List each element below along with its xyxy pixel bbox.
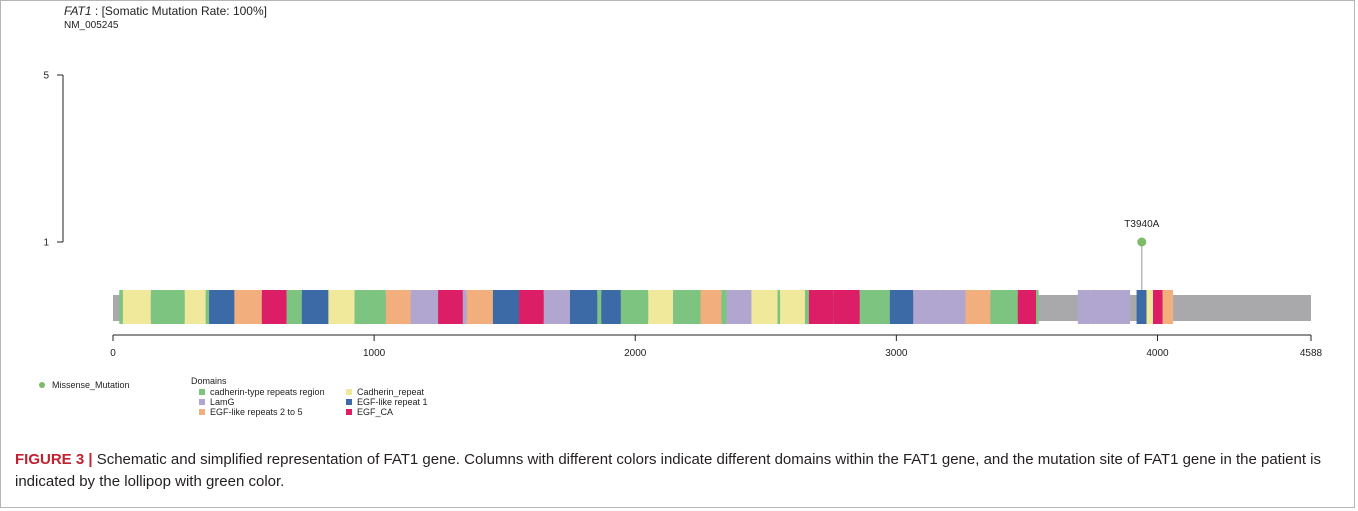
domain-segment: [620, 290, 649, 324]
domain-segment: [700, 290, 722, 324]
domain-segment: [466, 290, 493, 324]
domain-segment: [751, 290, 778, 324]
domain-segment: [1090, 290, 1131, 324]
x-tick-label: 4588: [1300, 348, 1323, 359]
domain-segment: [804, 290, 809, 324]
domain-segment: [301, 290, 329, 324]
missense-legend-label: Missense_Mutation: [52, 380, 130, 390]
x-tick-label: 0: [110, 348, 116, 359]
domain-segment: [777, 290, 781, 324]
domain-segment: [913, 290, 940, 324]
domain-blocks: [119, 290, 1174, 324]
y-tick-label: 1: [43, 238, 49, 249]
domain-segment: [234, 290, 262, 324]
domain-legend-swatch: [346, 399, 352, 405]
domain-segment: [492, 290, 520, 324]
domains-legend-title: Domains: [191, 376, 227, 386]
domain-segment: [721, 290, 727, 324]
domain-segment: [648, 290, 674, 324]
domain-segment: [1146, 290, 1154, 324]
y-axis: 15: [43, 71, 64, 249]
domain-segment: [601, 290, 621, 324]
domain-segment: [205, 290, 210, 324]
lollipop-head: [1137, 237, 1147, 247]
domain-segment: [1153, 290, 1163, 324]
domain-segment: [150, 290, 185, 324]
domain-segment: [569, 290, 598, 324]
chart-title: FAT1 : [Somatic Mutation Rate: 100%]: [64, 4, 267, 18]
domain-segment: [1017, 290, 1037, 324]
y-tick-label: 5: [43, 71, 49, 82]
mutation-lollipops: T3940A: [1124, 219, 1160, 290]
domain-segment: [859, 290, 890, 324]
domain-segment: [889, 290, 914, 324]
domain-legend-label: LamG: [210, 397, 235, 407]
domain-segment: [261, 290, 287, 324]
mutation-rate-text: : [Somatic Mutation Rate: 100%]: [92, 4, 267, 18]
domain-segment: [833, 290, 860, 324]
domain-legend-label: EGF-like repeat 1: [357, 397, 428, 407]
domain-segment: [354, 290, 386, 324]
domain-legend-swatch: [346, 389, 352, 395]
domain-legend-label: EGF_CA: [357, 407, 393, 417]
domain-legend: Domains cadherin-type repeats region Cadh…: [191, 376, 428, 417]
domain-segment: [209, 290, 235, 324]
figure-caption: FIGURE 3 | Schematic and simplified repr…: [15, 449, 1335, 493]
domain-segment: [990, 290, 1018, 324]
domain-legend-swatch: [199, 409, 205, 415]
domain-segment: [286, 290, 302, 324]
domain-segment: [184, 290, 206, 324]
domain-segment: [119, 290, 123, 324]
x-tick-label: 1000: [363, 348, 386, 359]
domain-segment: [519, 290, 544, 324]
domain-segment: [438, 290, 463, 324]
domain-segment: [1077, 290, 1091, 324]
domain-segment: [410, 290, 439, 324]
domain-segment: [543, 290, 570, 324]
domain-segment: [597, 290, 602, 324]
domain-legend-label: cadherin-type repeats region: [210, 387, 325, 397]
domain-segment: [808, 290, 834, 324]
domain-legend-label: Cadherin_repeat: [357, 387, 425, 397]
caption-label: FIGURE 3 |: [15, 451, 93, 468]
mutation-legend: Missense_Mutation: [39, 380, 130, 390]
domain-segment: [965, 290, 991, 324]
domain-segment: [1036, 290, 1039, 324]
domain-segment: [780, 290, 805, 324]
caption-text: Schematic and simplified representation …: [15, 451, 1322, 490]
domain-segment: [939, 290, 966, 324]
domain-segment: [462, 290, 467, 324]
gene-name: FAT1: [64, 4, 92, 18]
domain-legend-swatch: [199, 389, 205, 395]
domain-segment: [726, 290, 752, 324]
domain-segment: [673, 290, 701, 324]
domain-legend-items: cadherin-type repeats region Cadherin_rep…: [199, 387, 428, 417]
domain-segment: [328, 290, 355, 324]
domain-segment: [122, 290, 151, 324]
domain-legend-swatch: [346, 409, 352, 415]
missense-legend-dot: [39, 382, 45, 388]
x-tick-label: 3000: [885, 348, 908, 359]
domain-legend-swatch: [199, 399, 205, 405]
x-axis: 0 1000 2000 3000 4000 4588: [110, 334, 1323, 359]
lollipop-chart: FAT1 : [Somatic Mutation Rate: 100%] NM_…: [39, 4, 1323, 417]
transcript-id: NM_005245: [64, 20, 119, 31]
x-tick-label: 2000: [624, 348, 647, 359]
domain-legend-label: EGF-like repeats 2 to 5: [210, 407, 303, 417]
x-tick-label: 4000: [1146, 348, 1169, 359]
mutation-label: T3940A: [1124, 219, 1159, 230]
domain-segment: [1162, 290, 1174, 324]
domain-segment: [385, 290, 411, 324]
domain-segment: [1136, 290, 1147, 324]
